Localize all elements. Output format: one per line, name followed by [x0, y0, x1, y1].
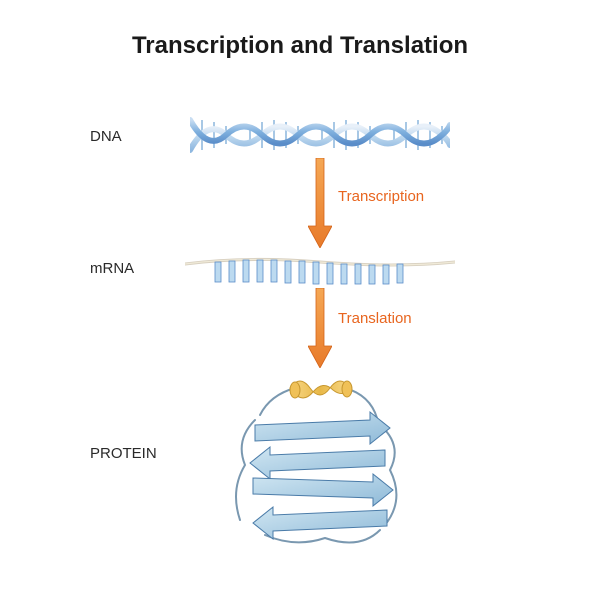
mrna-label: mRNA — [90, 260, 134, 277]
translation-arrow — [308, 288, 332, 368]
mrna-strand — [185, 250, 455, 290]
dna-helix — [190, 110, 450, 160]
translation-label: Translation — [338, 310, 412, 327]
dna-label: DNA — [90, 128, 122, 145]
protein-label: PROTEIN — [90, 445, 157, 462]
transcription-arrow — [308, 158, 332, 248]
page-title: Transcription and Translation — [0, 32, 600, 60]
transcription-label: Transcription — [338, 188, 424, 205]
protein-structure — [225, 370, 415, 550]
